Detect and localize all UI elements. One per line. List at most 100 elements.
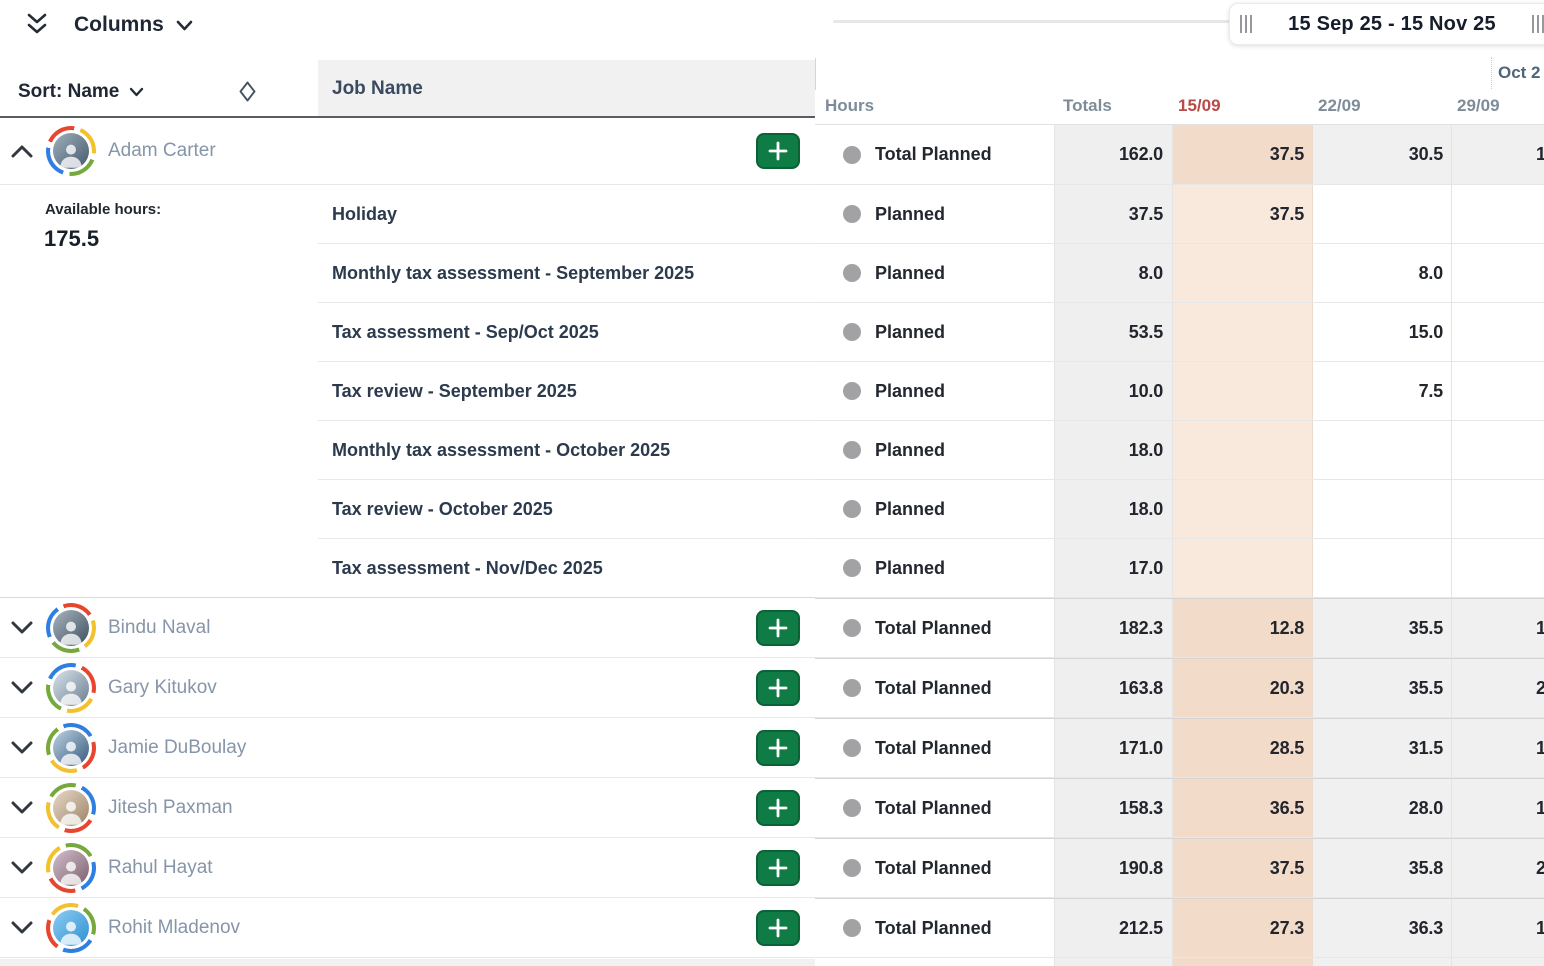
week-cell-22-09[interactable]: 35.5 — [1313, 599, 1452, 657]
person-name[interactable]: Bindu Naval — [108, 617, 210, 639]
person-row[interactable]: Jamie DuBoulay — [0, 718, 815, 778]
totals-cell: 190.8 — [1055, 839, 1173, 897]
person-name[interactable]: Jitesh Paxman — [108, 797, 233, 819]
person-row[interactable]: Jitesh Paxman — [0, 778, 815, 838]
week-cell-22-09[interactable]: 7.5 — [1313, 362, 1452, 420]
person-name[interactable]: Rahul Hayat — [108, 857, 213, 879]
totals-cell: 18.0 — [1055, 480, 1173, 538]
week-cell-22-09[interactable] — [1313, 185, 1452, 243]
week-cell-29-09[interactable]: 2 — [1452, 659, 1544, 717]
add-job-button[interactable] — [756, 730, 800, 766]
expand-person-button[interactable] — [8, 855, 36, 881]
collapse-person-button[interactable] — [8, 138, 36, 164]
job-row[interactable]: Monthly tax assessment - September 2025 — [318, 244, 815, 303]
week-cell-29-09[interactable]: 1 — [1452, 719, 1544, 777]
week-cell-22-09[interactable]: 35.8 — [1313, 839, 1452, 897]
week-cell-15-09[interactable] — [1173, 244, 1313, 302]
person-name[interactable]: Gary Kitukov — [108, 677, 217, 699]
week-cell-15-09[interactable] — [1173, 421, 1313, 479]
add-job-button[interactable] — [756, 133, 800, 169]
person-photo — [53, 910, 89, 946]
week-cell-29-09[interactable] — [1452, 303, 1544, 361]
week-cell-22-09[interactable] — [1313, 480, 1452, 538]
range-drag-handle-left-icon[interactable] — [1240, 15, 1252, 33]
week-cell-15-09[interactable] — [1173, 303, 1313, 361]
week-cell-29-09[interactable] — [1452, 480, 1544, 538]
week-cell-22-09[interactable]: 8.0 — [1313, 244, 1452, 302]
columns-button[interactable]: Columns — [74, 8, 193, 42]
week-cell-29-09[interactable] — [1452, 362, 1544, 420]
week-cell-29-09[interactable]: 1 — [1452, 899, 1544, 957]
row-label: Planned — [875, 440, 945, 461]
week-cell-15-09[interactable]: 36.5 — [1173, 779, 1313, 837]
add-job-button[interactable] — [756, 670, 800, 706]
week-cell-15-09[interactable] — [1173, 362, 1313, 420]
expand-person-button[interactable] — [8, 615, 36, 641]
week-cell-29-09[interactable]: 1 — [1452, 599, 1544, 657]
week-cell-15-09[interactable]: 27.3 — [1173, 899, 1313, 957]
week-cell-29-09[interactable] — [1452, 539, 1544, 597]
week-cell-15-09[interactable]: 28.5 — [1173, 719, 1313, 777]
status-dot-icon — [843, 146, 861, 164]
sort-direction-toggle[interactable] — [236, 80, 258, 102]
week-cell-29-09[interactable]: 2 — [1452, 839, 1544, 897]
hours-row-label-cell: Total Planned — [815, 839, 1055, 897]
expand-person-button[interactable] — [8, 915, 36, 941]
hours-row-label-cell: Total Planned — [815, 659, 1055, 717]
week-cell-15-09[interactable]: 37.5 — [1173, 125, 1313, 184]
week-cell-22-09[interactable] — [1313, 421, 1452, 479]
range-drag-handle-right-icon[interactable] — [1532, 15, 1544, 33]
week-cell-22-09[interactable]: 35.5 — [1313, 659, 1452, 717]
person-row[interactable]: Bindu Naval — [0, 598, 815, 658]
job-row[interactable]: Holiday — [318, 185, 815, 244]
week-cell-22-09[interactable]: 30.5 — [1313, 125, 1452, 184]
add-job-button[interactable] — [756, 910, 800, 946]
hours-row-label-cell: Total Planned — [815, 779, 1055, 837]
grid-row: Planned18.0 — [815, 421, 1544, 480]
week-cell-22-09[interactable]: 31.5 — [1313, 719, 1452, 777]
week-cell-15-09[interactable]: 37.5 — [1173, 839, 1313, 897]
avatar — [46, 663, 96, 713]
add-job-button[interactable] — [756, 790, 800, 826]
person-name[interactable]: Jamie DuBoulay — [108, 737, 246, 759]
job-row[interactable]: Tax assessment - Nov/Dec 2025 — [318, 539, 815, 598]
person-row[interactable]: Rohit Mladenov — [0, 898, 815, 958]
timeline-slider-track[interactable] — [833, 20, 1231, 23]
job-row[interactable]: Tax assessment - Sep/Oct 2025 — [318, 303, 815, 362]
expand-person-button[interactable] — [8, 675, 36, 701]
job-name: Tax assessment - Nov/Dec 2025 — [332, 558, 603, 579]
job-row[interactable]: Tax review - October 2025 — [318, 480, 815, 539]
expand-person-button[interactable] — [8, 795, 36, 821]
person-row[interactable]: Rahul Hayat — [0, 838, 815, 898]
person-row[interactable]: Adam Carter — [0, 118, 815, 185]
week-cell-15-09[interactable] — [1173, 539, 1313, 597]
hours-row-label-cell: Total Planned — [815, 599, 1055, 657]
collapse-all-button[interactable] — [22, 10, 52, 38]
chevron-down-icon — [11, 861, 33, 874]
week-cell-22-09[interactable] — [1313, 539, 1452, 597]
week-cell-15-09[interactable]: 12.8 — [1173, 599, 1313, 657]
job-row[interactable]: Monthly tax assessment - October 2025 — [318, 421, 815, 480]
week-cell-29-09[interactable] — [1452, 185, 1544, 243]
totals-cell: 171.0 — [1055, 719, 1173, 777]
add-job-button[interactable] — [756, 610, 800, 646]
week-cell-22-09[interactable]: 15.0 — [1313, 303, 1452, 361]
week-cell-29-09[interactable]: 1 — [1452, 125, 1544, 184]
expand-person-button[interactable] — [8, 735, 36, 761]
add-job-button[interactable] — [756, 850, 800, 886]
week-cell-29-09[interactable] — [1452, 421, 1544, 479]
date-range-pill[interactable]: 15 Sep 25 - 15 Nov 25 — [1229, 3, 1544, 45]
available-hours-label: Available hours: — [45, 201, 161, 218]
week-cell-15-09[interactable] — [1173, 480, 1313, 538]
job-row[interactable]: Tax review - September 2025 — [318, 362, 815, 421]
week-cell-15-09[interactable]: 20.3 — [1173, 659, 1313, 717]
week-cell-29-09[interactable] — [1452, 244, 1544, 302]
person-row[interactable]: Gary Kitukov — [0, 658, 815, 718]
sort-button[interactable]: Sort: Name — [18, 77, 144, 107]
person-name[interactable]: Rohit Mladenov — [108, 917, 240, 939]
week-cell-15-09[interactable]: 37.5 — [1173, 185, 1313, 243]
week-cell-22-09[interactable]: 36.3 — [1313, 899, 1452, 957]
person-name[interactable]: Adam Carter — [108, 140, 216, 162]
week-cell-22-09[interactable]: 28.0 — [1313, 779, 1452, 837]
week-cell-29-09[interactable]: 1 — [1452, 779, 1544, 837]
